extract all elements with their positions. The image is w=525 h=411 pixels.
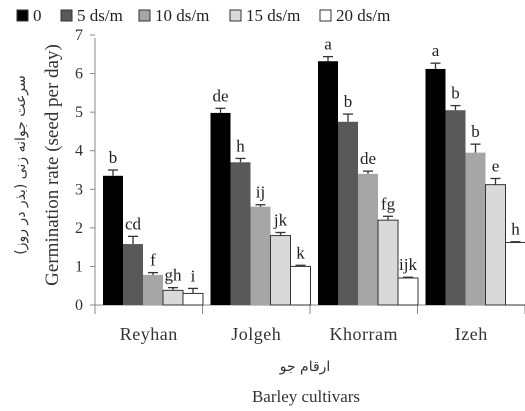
y-tick-label: 3: [75, 181, 83, 198]
bar: [143, 274, 163, 305]
y-tick-label: 2: [75, 220, 83, 237]
significance-label: b: [344, 92, 353, 111]
error-bars: [108, 55, 521, 294]
bars: [103, 61, 525, 306]
bar: [230, 162, 251, 305]
y-tick-label: 0: [75, 297, 83, 314]
legend: 0 5 ds/m 10 ds/m 15 ds/m 20 ds/m: [16, 6, 390, 25]
y-tick-label: 1: [75, 258, 83, 275]
significance-label: b: [109, 148, 118, 167]
bar: [318, 61, 338, 306]
bar: [162, 289, 184, 306]
significance-label: b: [471, 122, 480, 141]
legend-label: 20 ds/m: [336, 6, 390, 25]
bar: [250, 206, 271, 305]
significance-label: h: [236, 136, 245, 155]
y-tick-label: 6: [75, 66, 83, 83]
bar: [397, 277, 419, 306]
significance-label: f: [150, 251, 156, 270]
bar: [290, 265, 311, 306]
legend-label: 5 ds/m: [77, 6, 123, 25]
y-tick-label: 7: [75, 27, 83, 44]
bar: [123, 244, 143, 305]
category-label: Jolgeh: [231, 324, 281, 344]
significance-label: k: [296, 243, 305, 262]
significance-label: i: [191, 266, 196, 285]
significance-label: de: [212, 86, 228, 105]
legend-swatch: [229, 9, 242, 22]
bar: [182, 292, 204, 306]
significance-label: gh: [165, 266, 183, 285]
significance-label: e: [492, 156, 500, 175]
significance-label: ij: [256, 183, 265, 202]
bar: [485, 184, 506, 306]
bar: [465, 152, 486, 305]
bar: [358, 173, 378, 305]
category-label: Reyhan: [120, 324, 178, 344]
bar: [425, 68, 446, 305]
y-tick-label: 5: [75, 104, 83, 121]
significance-label: fg: [381, 194, 396, 213]
bar: [445, 110, 466, 305]
category-label: Izeh: [455, 324, 488, 344]
legend-label: 0: [33, 6, 42, 25]
legend-label: 15 ds/m: [246, 6, 300, 25]
bar: [270, 235, 291, 306]
category-labels: Reyhan Jolgeh Khorram Izeh: [120, 324, 488, 344]
category-label: Khorram: [330, 324, 398, 344]
y-tick-label: 4: [75, 143, 83, 160]
significance-label: a: [432, 41, 440, 60]
significance-label: ijk: [399, 255, 417, 274]
bar: [338, 121, 358, 305]
significance-label: de: [360, 149, 376, 168]
x-axis-title-persian: ارقام جو: [279, 359, 331, 375]
bar: [103, 175, 123, 305]
x-axis-separators: [94, 305, 525, 314]
bar: [210, 112, 231, 305]
legend-swatch: [16, 9, 29, 22]
significance-label: b: [451, 84, 460, 103]
bar: [377, 219, 399, 306]
bar: [505, 242, 525, 306]
legend-swatch: [60, 9, 73, 22]
significance-label: h: [511, 220, 520, 239]
y-axis-title: Germination rate (seed per day): [42, 44, 63, 286]
legend-swatch: [138, 9, 151, 22]
y-axis-title-persian: سرعت جوانه زنی (بذر در روز): [13, 75, 29, 255]
significance-label: cd: [125, 214, 142, 233]
y-axis-ticks: 0 1 2 3 4 5 6 7: [75, 27, 95, 314]
legend-label: 10 ds/m: [155, 6, 209, 25]
x-axis-title: Barley cultivars: [252, 387, 360, 406]
legend-swatch: [319, 9, 332, 22]
significance-label: a: [324, 35, 332, 54]
significance-label: jk: [273, 210, 288, 229]
